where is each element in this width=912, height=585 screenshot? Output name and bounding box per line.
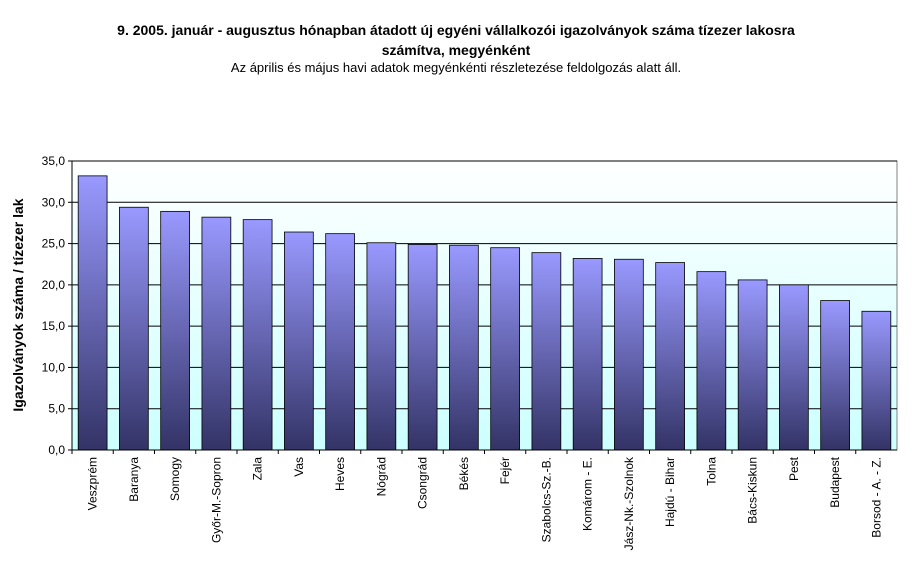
y-tick-label: 15,0 xyxy=(42,319,66,333)
x-category-label: Tolna xyxy=(704,457,718,486)
x-category-label: Jász-Nk.-Szolnok xyxy=(622,456,636,550)
bar xyxy=(119,206,149,451)
x-category-labels: Veszprém Baranya Somogy Győr-M.-Sopron Zala V… xyxy=(71,450,883,550)
x-category-label: Békés xyxy=(457,457,471,490)
bar xyxy=(242,219,273,451)
bar xyxy=(325,233,355,451)
y-tick-label: 25,0 xyxy=(42,237,66,251)
y-tick-label: 35,0 xyxy=(42,154,66,168)
bar xyxy=(366,242,397,451)
chart-title-line-1: 9. 2005. január - augusztus hónapban áta… xyxy=(117,22,795,38)
x-category-label: Csongrád xyxy=(416,457,430,509)
plot-area xyxy=(71,160,898,451)
bars xyxy=(77,175,892,451)
y-tick-label: 30,0 xyxy=(42,195,66,209)
x-category-label: Somogy xyxy=(168,457,182,501)
x-category-label: Vas xyxy=(292,457,306,477)
bar xyxy=(201,216,232,451)
x-category-label: Veszprém xyxy=(86,457,100,510)
x-category-label: Bács-Kiskun xyxy=(746,457,760,524)
bar xyxy=(284,231,314,451)
x-category-label: Pest xyxy=(787,456,801,481)
bar xyxy=(696,271,727,451)
y-tick-label: 0,0 xyxy=(48,443,65,457)
bar xyxy=(77,175,108,451)
x-category-label: Komárom - E. xyxy=(581,457,595,531)
x-category-label: Heves xyxy=(333,457,347,491)
bar xyxy=(861,310,892,451)
y-tick-label: 5,0 xyxy=(48,402,65,416)
bar xyxy=(531,252,562,451)
y-axis-label: Igazolványok száma / tízezer lak xyxy=(10,198,26,411)
bar xyxy=(160,210,190,451)
x-category-label: Fejér xyxy=(498,457,512,484)
x-category-label: Zala xyxy=(251,457,265,481)
chart-subtitle: Az április és május havi adatok megyénké… xyxy=(230,60,682,75)
chart-title-line-2: számítva, megyénként xyxy=(381,42,531,58)
bar xyxy=(737,279,768,451)
x-category-label: Borsod - A. - Z. xyxy=(869,457,883,538)
bar xyxy=(449,244,479,451)
bar xyxy=(779,284,809,451)
bar xyxy=(572,258,603,451)
chart-title-block: 9. 2005. január - augusztus hónapban áta… xyxy=(0,20,912,76)
x-category-label: Győr-M.-Sopron xyxy=(209,457,223,543)
bar xyxy=(490,247,520,451)
y-tick-label: 10,0 xyxy=(42,360,66,374)
bar xyxy=(820,300,850,451)
bar xyxy=(614,258,644,451)
bar xyxy=(655,262,685,451)
x-category-label: Hajdú - Bihar xyxy=(663,457,677,527)
x-category-label: Budapest xyxy=(828,456,842,507)
x-category-label: Baranya xyxy=(127,457,141,502)
x-category-label: Nógrád xyxy=(374,457,388,496)
x-category-label: Szabolcs-Sz.-B. xyxy=(539,457,553,542)
y-tick-labels: 0,0 5,0 10,0 15,0 20,0 25,0 30,0 35,0 xyxy=(42,154,72,457)
bar xyxy=(407,243,438,451)
y-tick-label: 20,0 xyxy=(42,278,66,292)
